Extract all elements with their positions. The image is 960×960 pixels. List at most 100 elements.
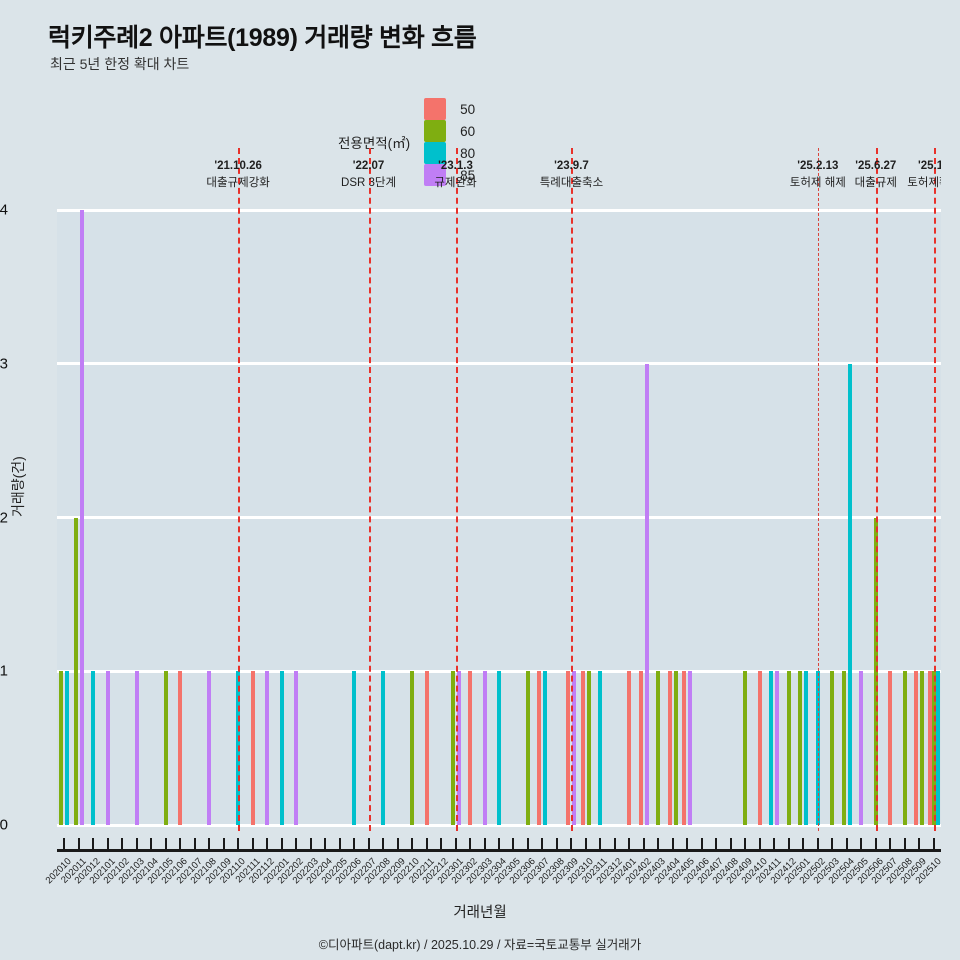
bar[interactable] [566, 671, 571, 825]
bar[interactable] [543, 671, 548, 825]
bar[interactable] [673, 671, 678, 825]
legend-item-60[interactable]: 60 [424, 120, 497, 142]
bar[interactable] [743, 671, 748, 825]
bar[interactable] [105, 671, 110, 825]
bar[interactable] [847, 363, 852, 825]
bar[interactable] [468, 671, 473, 825]
annotation-202110: '21.10.26 대출규제강화 [206, 158, 269, 191]
bar[interactable] [920, 671, 925, 825]
legend-items: 50 60 80 85 [424, 98, 497, 186]
y-tick-label-4: 4 [0, 201, 8, 219]
x-tick-mark [671, 838, 674, 850]
bar[interactable] [935, 671, 940, 825]
bar[interactable] [178, 671, 183, 825]
bar[interactable] [265, 671, 270, 825]
x-tick-mark [411, 838, 414, 850]
bar[interactable] [786, 671, 791, 825]
bar[interactable] [497, 671, 501, 825]
x-tick-mark [179, 838, 182, 850]
x-tick-mark [584, 838, 587, 850]
bar[interactable] [410, 671, 415, 825]
bar[interactable] [927, 671, 932, 825]
bar[interactable] [456, 671, 461, 825]
bar[interactable] [279, 671, 284, 825]
bar[interactable] [888, 671, 893, 825]
page-subtitle: 최근 5년 한정 확대 차트 [50, 56, 190, 72]
bar[interactable] [830, 671, 835, 825]
bar[interactable] [627, 671, 632, 825]
bar[interactable] [580, 671, 585, 825]
x-tick-mark [802, 838, 805, 850]
x-tick-mark [512, 838, 515, 850]
x-tick-mark [715, 838, 718, 850]
chart-legend: 전용면적(㎡) 50 60 80 85 [338, 98, 497, 186]
bar[interactable] [638, 671, 643, 825]
bar[interactable] [598, 671, 603, 825]
gridline-y-0 [57, 823, 941, 827]
legend-item-50[interactable]: 50 [424, 98, 497, 120]
bar[interactable] [537, 671, 542, 825]
bar[interactable] [656, 671, 661, 825]
bar[interactable] [424, 671, 429, 825]
annotation-202207: '22.07 DSR 3단계 [341, 158, 396, 191]
x-tick-mark [193, 838, 196, 850]
x-tick-mark [121, 838, 124, 850]
annotation-text: 토허제 해제 [789, 176, 846, 189]
y-tick-label-1: 1 [0, 662, 8, 680]
y-tick-label-2: 2 [0, 509, 8, 526]
event-line-202110 [238, 148, 241, 831]
x-tick-mark [222, 838, 225, 850]
x-tick-mark [541, 838, 544, 850]
x-tick-mark [454, 838, 457, 850]
annotation-202506: '25.6.27 대출규제 [855, 158, 897, 191]
bar[interactable] [775, 671, 780, 825]
bar[interactable] [250, 671, 255, 825]
bar[interactable] [757, 671, 762, 825]
event-line-202506 [875, 148, 878, 831]
x-tick-mark [469, 838, 472, 850]
bar[interactable] [902, 671, 907, 825]
bar[interactable] [769, 671, 774, 825]
bar[interactable] [586, 671, 591, 825]
bar[interactable] [59, 671, 64, 825]
bar[interactable] [79, 210, 84, 825]
bar[interactable] [859, 671, 864, 825]
bar[interactable] [644, 363, 649, 825]
bar[interactable] [914, 671, 919, 825]
legend-swatch-icon [424, 142, 447, 164]
x-tick-mark [353, 838, 356, 850]
annotation-text: 특례대출축소 [539, 176, 604, 189]
bar[interactable] [73, 517, 78, 825]
bar[interactable] [91, 671, 96, 825]
bar[interactable] [804, 671, 809, 825]
x-tick-mark [135, 838, 138, 850]
bar[interactable] [798, 671, 803, 825]
bar[interactable] [381, 671, 386, 825]
x-tick-mark [686, 838, 689, 850]
gridline-y-3 [57, 362, 941, 366]
bar[interactable] [207, 671, 212, 825]
bar[interactable] [134, 671, 139, 825]
x-tick-mark [440, 838, 443, 850]
annotation-date: '23.9.7 [554, 160, 589, 172]
bar[interactable] [667, 671, 672, 825]
bar[interactable] [482, 671, 487, 825]
bar[interactable] [688, 671, 693, 825]
bar[interactable] [682, 671, 687, 825]
bar[interactable] [163, 671, 168, 825]
bar[interactable] [572, 671, 577, 825]
x-tick-mark [860, 838, 863, 850]
bar[interactable] [65, 671, 70, 825]
bar[interactable] [450, 671, 455, 825]
x-tick-mark [932, 838, 935, 850]
bar[interactable] [841, 671, 846, 825]
bar[interactable] [352, 671, 357, 825]
event-line-202301 [455, 148, 458, 831]
y-tick-label-0: 0 [0, 816, 8, 834]
legend-item-80[interactable]: 80 [424, 142, 497, 164]
bar[interactable] [294, 671, 299, 825]
annotation-date: '22.07 [352, 160, 385, 172]
legend-item-85[interactable]: 85 [424, 164, 497, 186]
bar[interactable] [525, 671, 530, 825]
x-tick-mark [729, 838, 732, 850]
